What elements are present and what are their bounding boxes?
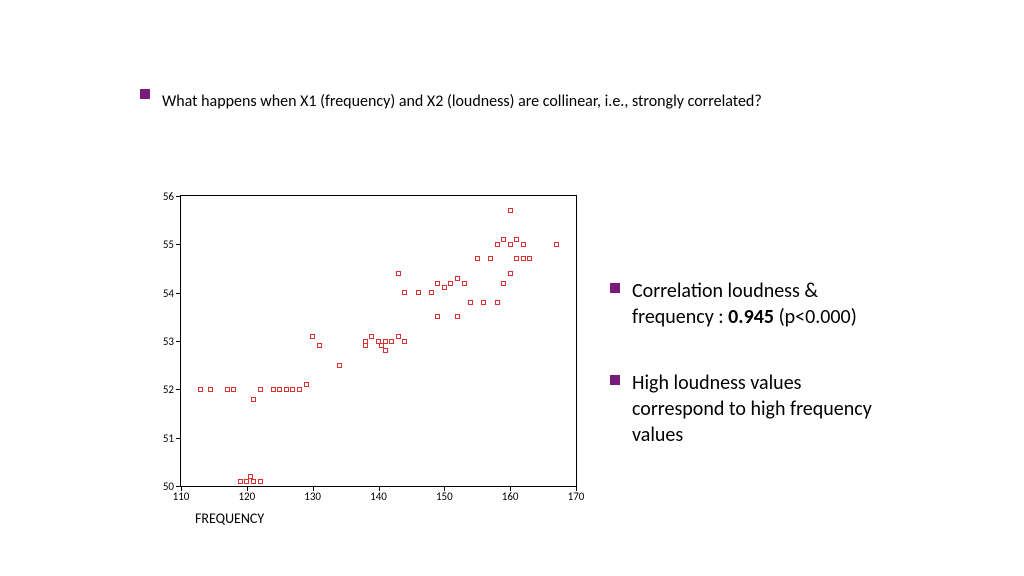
data-point — [488, 256, 493, 261]
ytick-label: 51 — [163, 432, 174, 445]
data-point — [521, 242, 526, 247]
xtick-label: 170 — [564, 490, 588, 503]
data-point — [396, 271, 401, 276]
data-point — [501, 237, 506, 242]
data-point — [251, 479, 256, 484]
data-point — [527, 256, 532, 261]
data-point — [317, 343, 322, 348]
data-point — [225, 387, 230, 392]
data-point — [521, 256, 526, 261]
main-bullet-row: What happens when X1 (frequency) and X2 … — [140, 92, 762, 111]
data-point — [501, 281, 506, 286]
data-point — [198, 387, 203, 392]
data-point — [231, 387, 236, 392]
data-point — [442, 285, 447, 290]
xtick-label: 160 — [498, 490, 522, 503]
data-point — [514, 256, 519, 261]
data-point — [284, 387, 289, 392]
data-point — [435, 314, 440, 319]
data-point — [508, 271, 513, 276]
data-point — [383, 339, 388, 344]
side-bullet-1: Correlation loudness & frequency : 0.945… — [610, 278, 890, 330]
ytick-label: 52 — [163, 383, 174, 396]
ytick-label: 53 — [163, 335, 174, 348]
data-point — [448, 281, 453, 286]
data-point — [271, 387, 276, 392]
square-bullet-icon — [610, 283, 620, 293]
data-point — [455, 314, 460, 319]
data-point — [402, 290, 407, 295]
ytick-label: 54 — [163, 287, 174, 300]
square-bullet-icon — [140, 89, 150, 99]
data-point — [363, 343, 368, 348]
main-bullet-text: What happens when X1 (frequency) and X2 … — [162, 92, 762, 111]
data-point — [208, 387, 213, 392]
data-point — [396, 334, 401, 339]
data-point — [554, 242, 559, 247]
data-point — [416, 290, 421, 295]
ytick-label: 55 — [163, 238, 174, 251]
data-point — [468, 300, 473, 305]
data-point — [297, 387, 302, 392]
data-point — [238, 479, 243, 484]
data-point — [290, 387, 295, 392]
data-point — [508, 208, 513, 213]
data-point — [304, 382, 309, 387]
data-point — [435, 281, 440, 286]
xtick-label: 140 — [367, 490, 391, 503]
data-point — [481, 300, 486, 305]
data-point — [258, 479, 263, 484]
data-point — [369, 334, 374, 339]
side1-bold: 0.945 — [728, 305, 774, 329]
data-point — [455, 276, 460, 281]
data-point — [258, 387, 263, 392]
data-point — [277, 387, 282, 392]
side1-post: (p<0.000) — [774, 305, 857, 329]
scatter-chart: 50515253545556110120130140150160170 — [180, 195, 577, 487]
xtick-label: 130 — [301, 490, 325, 503]
x-axis-label: FREQUENCY — [195, 510, 264, 527]
xtick-label: 110 — [169, 490, 193, 503]
data-point — [337, 363, 342, 368]
side-bullet-2: High loudness values correspond to high … — [610, 370, 890, 448]
square-bullet-icon — [610, 375, 620, 385]
data-point — [244, 479, 249, 484]
data-point — [508, 242, 513, 247]
side-bullet-list: Correlation loudness & frequency : 0.945… — [610, 278, 890, 488]
ytick-label: 56 — [163, 190, 174, 203]
data-point — [251, 397, 256, 402]
data-point — [402, 339, 407, 344]
data-point — [389, 339, 394, 344]
data-point — [514, 237, 519, 242]
data-point — [429, 290, 434, 295]
data-point — [495, 300, 500, 305]
data-point — [462, 281, 467, 286]
data-point — [475, 256, 480, 261]
data-point — [310, 334, 315, 339]
xtick-label: 150 — [432, 490, 456, 503]
data-point — [495, 242, 500, 247]
side2-text: High loudness values correspond to high … — [632, 370, 890, 448]
xtick-label: 120 — [235, 490, 259, 503]
data-point — [383, 348, 388, 353]
